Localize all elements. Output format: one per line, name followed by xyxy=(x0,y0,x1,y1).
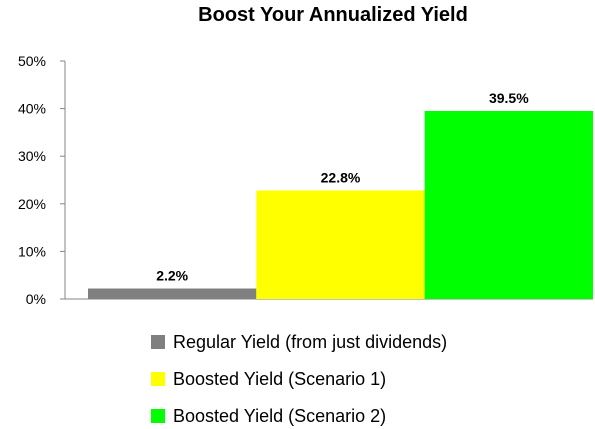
legend-swatch xyxy=(151,409,165,423)
y-tick-label: 20% xyxy=(18,196,46,212)
bar xyxy=(424,110,593,299)
legend-swatch xyxy=(151,335,165,349)
chart-title: Boost Your Annualized Yield xyxy=(198,4,468,26)
y-tick-label: 50% xyxy=(18,53,46,69)
legend-label: Regular Yield (from just dividends) xyxy=(173,332,447,352)
legend-label: Boosted Yield (Scenario 1) xyxy=(173,369,386,389)
y-tick-label: 10% xyxy=(18,243,46,259)
y-tick-label: 0% xyxy=(26,291,46,307)
legend: Regular Yield (from just dividends) Boost… xyxy=(151,332,447,426)
bar xyxy=(88,288,257,299)
bar-labels: 2.2% 22.8% 39.5% xyxy=(156,90,529,284)
y-tick-label: 40% xyxy=(18,101,46,117)
bar xyxy=(256,190,425,299)
y-tick-label: 30% xyxy=(18,148,46,164)
legend-label: Boosted Yield (Scenario 2) xyxy=(173,406,386,426)
bar-data-label: 2.2% xyxy=(156,268,188,284)
bars xyxy=(88,110,593,299)
legend-swatch xyxy=(151,372,165,386)
bar-data-label: 39.5% xyxy=(489,90,529,106)
bar-data-label: 22.8% xyxy=(321,169,361,185)
